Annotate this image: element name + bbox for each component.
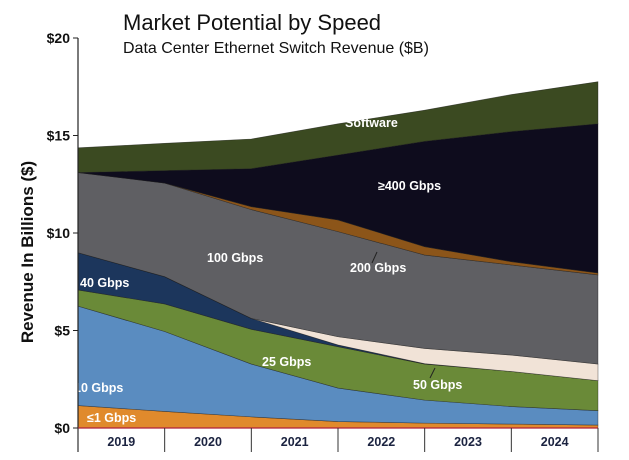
- y-tick-label: $10: [47, 225, 71, 241]
- label-software: Software: [345, 116, 398, 130]
- x-tick-label: 2020: [194, 435, 222, 449]
- leader-200-gbps: [371, 251, 378, 264]
- label-25-gbps: 25 Gbps: [262, 355, 311, 369]
- label-200-gbps: 200 Gbps: [350, 261, 406, 275]
- y-tick-label: $15: [47, 128, 71, 144]
- chart-subtitle: Data Center Ethernet Switch Revenue ($B): [123, 40, 429, 57]
- label-le-1-gbps: ≤1 Gbps: [87, 411, 136, 425]
- y-axis-label: Revenue In Billions ($): [18, 161, 37, 343]
- area-software: [77, 81, 599, 173]
- series-labels: ≤1 Gbps 10 Gbps 25 Gbps 40 Gbps 50 Gbps 100 G…: [74, 116, 462, 425]
- axes: $0 $5 $10 $15 $20 2019 2020 2021 2022 2023 2024: [47, 30, 599, 452]
- x-tick-label: 2024: [541, 435, 569, 449]
- x-tick-label: 2022: [367, 435, 395, 449]
- y-tick-label: $5: [54, 323, 70, 339]
- label-100-gbps: 100 Gbps: [207, 251, 263, 265]
- label-10-gbps: 10 Gbps: [74, 381, 123, 395]
- areas: [77, 81, 599, 429]
- y-tick-label: $20: [47, 30, 71, 46]
- leader-50-gbps: [429, 367, 436, 379]
- label-40-gbps: 40 Gbps: [80, 276, 129, 290]
- x-tick-label: 2023: [454, 435, 482, 449]
- y-tick-label: $0: [54, 420, 70, 436]
- label-ge-400-gbps: ≥400 Gbps: [378, 179, 441, 193]
- x-tick-label: 2021: [281, 435, 309, 449]
- label-50-gbps: 50 Gbps: [413, 378, 462, 392]
- x-tick-label: 2019: [107, 435, 135, 449]
- chart-title: Market Potential by Speed: [123, 10, 381, 35]
